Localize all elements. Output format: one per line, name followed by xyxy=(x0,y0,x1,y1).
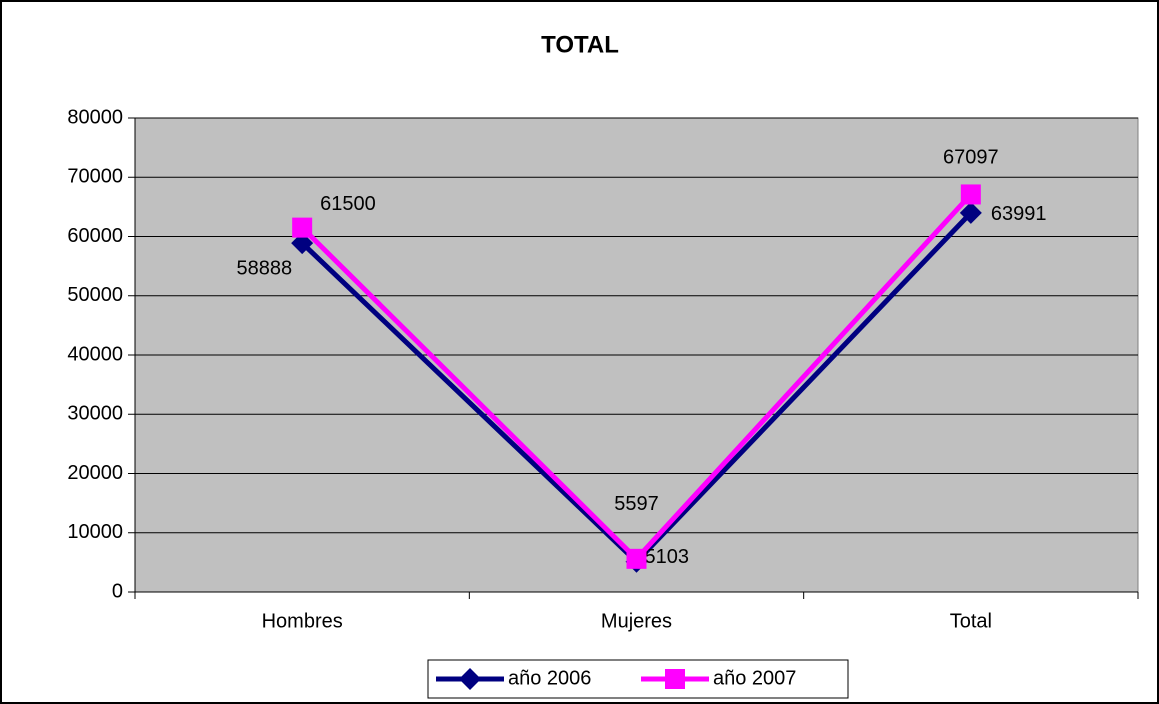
y-tick-label: 40000 xyxy=(67,343,123,365)
chart-title: TOTAL xyxy=(541,31,619,58)
legend-label: año 2006 xyxy=(508,667,591,689)
marker xyxy=(459,668,481,690)
x-tick-label: Total xyxy=(950,610,992,632)
legend-label: año 2007 xyxy=(713,667,796,689)
y-tick-label: 70000 xyxy=(67,166,123,188)
data-label: 5103 xyxy=(645,546,690,568)
y-tick-label: 10000 xyxy=(67,521,123,543)
marker xyxy=(665,669,685,689)
x-tick-label: Hombres xyxy=(262,610,343,632)
data-label: 61500 xyxy=(320,193,376,215)
y-tick-label: 50000 xyxy=(67,284,123,306)
y-tick-label: 60000 xyxy=(67,225,123,247)
x-tick-label: Mujeres xyxy=(601,610,672,632)
marker xyxy=(626,548,647,569)
data-label: 67097 xyxy=(943,147,999,169)
data-label: 63991 xyxy=(991,203,1047,225)
y-tick-label: 30000 xyxy=(67,403,123,425)
y-tick-label: 0 xyxy=(112,580,123,602)
marker xyxy=(960,184,981,205)
data-label: 58888 xyxy=(237,257,293,279)
data-label: 5597 xyxy=(614,493,659,515)
marker xyxy=(959,201,982,224)
y-tick-label: 80000 xyxy=(67,106,123,128)
marker xyxy=(292,217,313,238)
y-tick-label: 20000 xyxy=(67,462,123,484)
